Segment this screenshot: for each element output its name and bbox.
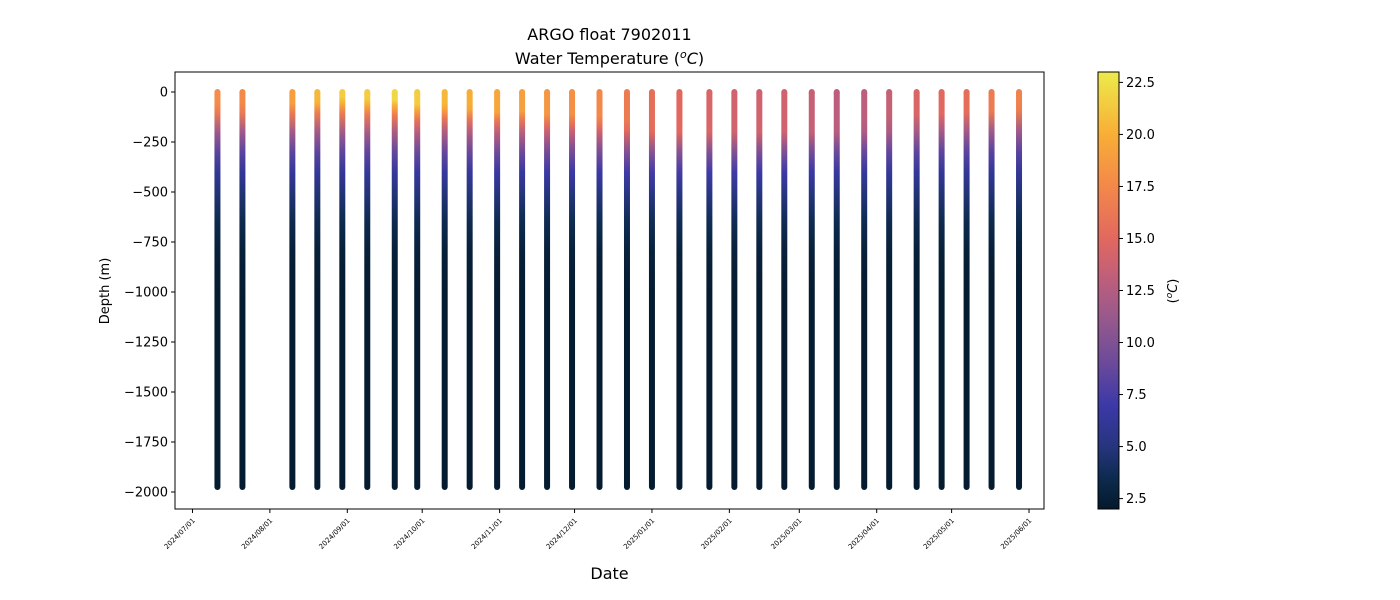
x-axis: 2024/07/01 2024/08/01 2024/09/01 2024/10/01… [163, 509, 1033, 551]
x-tick-label: 2025/03/01 [770, 517, 804, 551]
x-tick-label: 2024/08/01 [240, 517, 274, 551]
plot-frame [174, 71, 1045, 510]
chart-subtitle: Water Temperature (oC) [515, 48, 704, 68]
x-tick-label: 2024/07/01 [163, 517, 197, 551]
profiles-group [214, 89, 1023, 490]
profile-surface-point [706, 90, 713, 96]
colorbar-tick-label: 15.0 [1126, 232, 1155, 247]
profile-surface-point [314, 90, 321, 96]
profile-surface-point [731, 90, 738, 96]
y-tick-label: −250 [132, 136, 168, 151]
colorbar-label-sup: o [1165, 292, 1175, 298]
profile-surface-point [441, 90, 448, 96]
subtitle-prefix: Water Temperature ( [515, 49, 680, 68]
subtitle-unit-sup: o [680, 48, 687, 61]
profile-surface-point [339, 90, 346, 96]
profile-surface-point [544, 90, 551, 96]
profile-surface-point [494, 90, 501, 96]
subtitle-unit-main: C [687, 49, 699, 68]
profile-surface-point [833, 90, 840, 96]
colorbar-tick-label: 17.5 [1126, 180, 1155, 195]
x-tick-label: 2024/10/01 [392, 517, 426, 551]
profile-surface-point [756, 90, 763, 96]
colorbar-tick-label: 5.0 [1126, 440, 1147, 455]
profile-surface-point [988, 90, 995, 96]
y-tick-label: −750 [132, 236, 168, 251]
profile-surface-point [466, 90, 473, 96]
profile-surface-point [596, 90, 603, 96]
x-axis-label: Date [590, 564, 628, 583]
x-tick-label: 2025/04/01 [847, 517, 881, 551]
profile-surface-point [648, 90, 655, 96]
x-tick-label: 2025/01/01 [622, 517, 656, 551]
colorbar-tick-label: 20.0 [1126, 128, 1155, 143]
colorbar-label-main: C [1166, 283, 1181, 293]
y-tick-label: −2000 [124, 486, 168, 501]
y-tick-label: 0 [160, 86, 168, 101]
chart-title: ARGO float 7902011 [527, 25, 691, 44]
colorbar-label: (oC) [1165, 279, 1181, 304]
colorbar-axis: 2.5 5.0 7.5 10.0 12.5 15.0 17.5 20.0 22.5 [1119, 76, 1155, 507]
subtitle-suffix: ) [698, 49, 704, 68]
profile-surface-point [239, 90, 246, 96]
y-tick-label: −1500 [124, 386, 168, 401]
profile-surface-point [289, 90, 296, 96]
profile-surface-point [214, 90, 221, 96]
colorbar-tick-label: 10.0 [1126, 336, 1155, 351]
y-tick-label: −500 [132, 186, 168, 201]
profile-surface-point [913, 90, 920, 96]
profile-surface-point [808, 90, 815, 96]
profile-surface-point [963, 90, 970, 96]
profile-surface-point [1016, 90, 1023, 96]
colorbar-label-suffix: ) [1166, 279, 1181, 284]
profile-surface-point [519, 90, 526, 96]
profile-surface-point [391, 90, 398, 96]
profile-surface-point [781, 90, 788, 96]
y-tick-label: −1250 [124, 336, 168, 351]
x-tick-label: 2025/05/01 [922, 517, 956, 551]
x-tick-label: 2024/09/01 [318, 517, 352, 551]
y-axis: 0 −250 −500 −750 −1000 −1250 −1500 −1750 −2000 [124, 86, 175, 501]
x-tick-label: 2024/11/01 [470, 517, 504, 551]
colorbar-tick-label: 22.5 [1126, 76, 1155, 91]
profile-surface-point [676, 90, 683, 96]
profile-surface-point [414, 90, 421, 96]
y-tick-label: −1750 [124, 436, 168, 451]
y-axis-label: Depth (m) [98, 258, 113, 325]
profile-surface-point [886, 90, 893, 96]
profile-surface-point [938, 90, 945, 96]
colorbar [1097, 71, 1120, 510]
colorbar-tick-label: 7.5 [1126, 388, 1147, 403]
colorbar-tick-label: 12.5 [1126, 284, 1155, 299]
profile-surface-point [861, 90, 868, 96]
y-tick-label: −1000 [124, 286, 168, 301]
profile-surface-point [364, 90, 371, 96]
profile-surface-point [623, 90, 630, 96]
profile-surface-point [569, 90, 576, 96]
x-tick-label: 2024/12/01 [545, 517, 579, 551]
x-tick-label: 2025/02/01 [700, 517, 734, 551]
x-tick-label: 2025/06/01 [999, 517, 1033, 551]
colorbar-tick-label: 2.5 [1126, 492, 1147, 507]
colorbar-label-prefix: ( [1166, 298, 1181, 303]
